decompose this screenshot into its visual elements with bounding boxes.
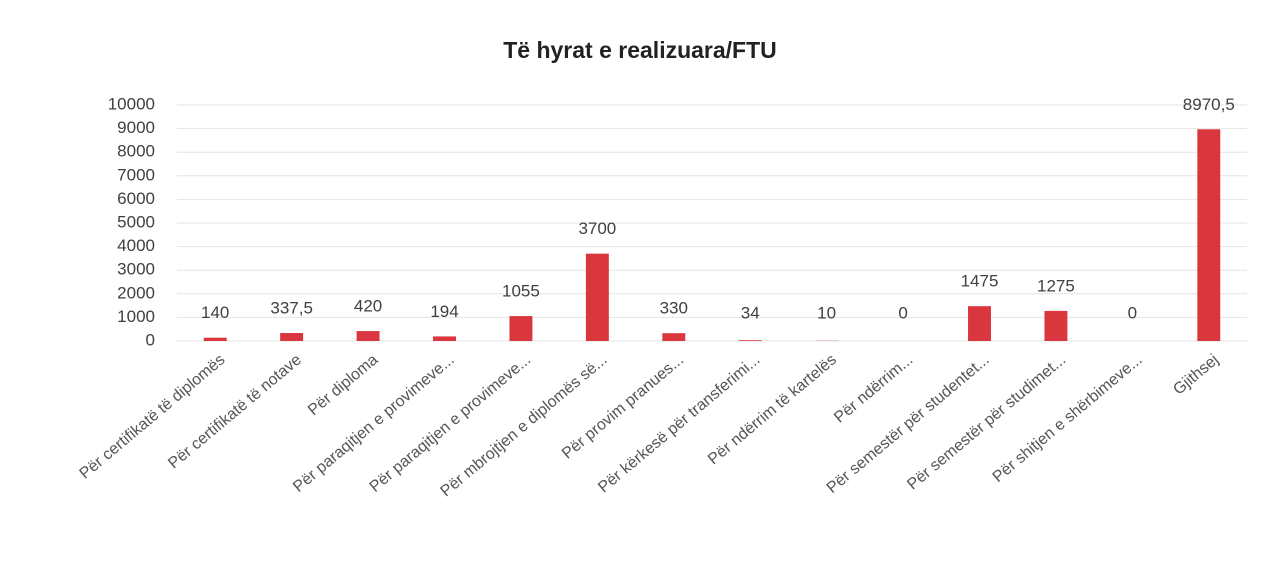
value-label: 8970,5 bbox=[1183, 95, 1235, 114]
y-tick-label: 3000 bbox=[117, 260, 155, 279]
bar bbox=[968, 306, 991, 341]
y-tick-label: 8000 bbox=[117, 142, 155, 161]
y-tick-label: 10000 bbox=[108, 94, 155, 113]
bar bbox=[509, 316, 533, 341]
y-tick-label: 6000 bbox=[117, 189, 155, 208]
chart-title: Të hyrat e realizuara/FTU bbox=[503, 37, 777, 63]
bar bbox=[585, 253, 609, 341]
value-label: 1475 bbox=[961, 272, 999, 291]
bar bbox=[356, 331, 380, 341]
y-tick-label: 0 bbox=[146, 330, 155, 349]
value-label: 0 bbox=[898, 303, 907, 322]
bar bbox=[280, 333, 304, 341]
value-label: 0 bbox=[1128, 303, 1137, 322]
bar bbox=[1044, 310, 1068, 341]
bar bbox=[738, 340, 762, 341]
value-label: 194 bbox=[430, 302, 458, 321]
y-tick-label: 9000 bbox=[117, 118, 155, 137]
value-label: 420 bbox=[354, 297, 382, 316]
value-label: 1275 bbox=[1037, 276, 1075, 295]
value-label: 337,5 bbox=[270, 299, 313, 318]
bar bbox=[1197, 129, 1221, 341]
value-label: 1055 bbox=[502, 282, 540, 301]
bar bbox=[662, 333, 686, 341]
y-tick-label: 7000 bbox=[117, 165, 155, 184]
y-tick-label: 4000 bbox=[117, 236, 155, 255]
y-tick-label: 2000 bbox=[117, 283, 155, 302]
value-label: 3700 bbox=[578, 219, 616, 238]
y-tick-label: 5000 bbox=[117, 212, 155, 231]
value-label: 34 bbox=[741, 303, 760, 322]
bar bbox=[203, 337, 227, 341]
value-label: 10 bbox=[817, 303, 836, 322]
value-label: 140 bbox=[201, 303, 229, 322]
value-label: 330 bbox=[660, 299, 688, 318]
y-tick-label: 1000 bbox=[117, 307, 155, 326]
bar bbox=[433, 336, 456, 341]
